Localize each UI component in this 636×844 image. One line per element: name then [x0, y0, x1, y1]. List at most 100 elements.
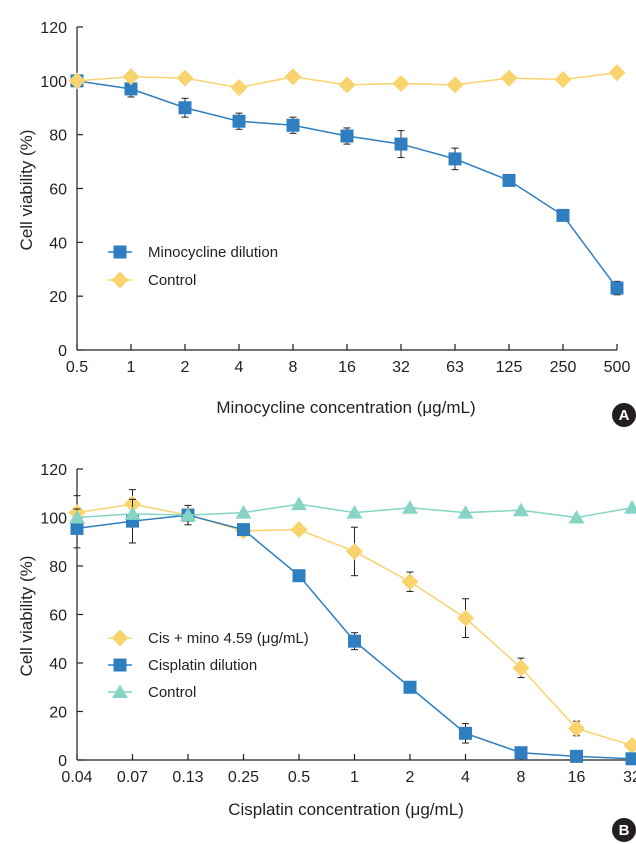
panel-a-x-tick-label: 4 [235, 359, 244, 376]
panel-b-data-point [291, 496, 307, 511]
panel-b-y-tick-label: 80 [49, 559, 67, 576]
panel-b-data-point [348, 634, 361, 648]
panel-b-x-tick-label: 8 [517, 769, 526, 786]
panel-b-data-point [124, 506, 141, 520]
panel-b-series-3 [69, 496, 636, 524]
panel-a-x-tick-label: 250 [550, 359, 577, 376]
panel-b-data-point [512, 659, 530, 677]
panel-b-data-point [180, 507, 196, 522]
panel-b-y-tick-label: 120 [40, 462, 67, 479]
panel-a-x-tick-label: 8 [289, 359, 298, 376]
panel-a-y-tick-label: 40 [49, 235, 67, 252]
panel-a-data-point [124, 82, 138, 96]
panel-a-x-axis-label: Minocycline concentration (μg/mL) [216, 398, 475, 417]
panel-a-x-tick-label: 1 [127, 359, 136, 376]
panel-a-data-point [392, 75, 410, 93]
panel-a-badge: A [612, 403, 636, 427]
panel-b-data-point [459, 726, 472, 740]
panel-b-legend-label: Control [148, 684, 196, 701]
panel-a-letter: A [619, 407, 630, 424]
panel-b-x-tick-label: 0.13 [172, 769, 203, 786]
panel-b-series-1 [68, 489, 636, 754]
panel-a-data-point [394, 137, 408, 151]
panel-b-chart: Cell viability (%) Cisplatin concentrati… [17, 462, 636, 842]
panel-b-x-tick-label: 32 [623, 769, 636, 786]
panel-b-x-tick-label: 1 [350, 769, 359, 786]
panel-a-y-tick-label: 100 [40, 74, 67, 91]
panel-b-x-tick-label: 2 [406, 769, 415, 786]
panel-b-y-tick-label: 60 [49, 608, 67, 625]
panel-a-badge-circle [612, 403, 636, 427]
panel-b-data-point [290, 521, 308, 539]
panel-a-y-tick-label: 60 [49, 182, 67, 199]
panel-b-legend-label: Cis + mino 4.59 (μg/mL) [148, 630, 309, 647]
panel-b-legend-marker [112, 684, 128, 698]
panel-b-x-axis-label: Cisplatin concentration (μg/mL) [228, 800, 464, 819]
panel-b-legend: Cis + mino 4.59 (μg/mL) Cisplatin dilutio… [108, 629, 309, 701]
panel-b-legend-marker [111, 629, 129, 647]
panel-b-data-point [235, 505, 252, 519]
panel-a-x-tick-label: 500 [604, 359, 631, 376]
panel-b-data-point [70, 521, 84, 535]
panel-b-data-point [346, 542, 363, 560]
panel-b-letter: B [619, 822, 630, 839]
panel-a-chart: Cell viability (%) Minocycline concentra… [17, 20, 636, 427]
panel-b-x-tick-label: 0.5 [288, 769, 310, 786]
panel-b-x-tick-label: 16 [568, 769, 586, 786]
panel-a-x-tick-label: 0.5 [66, 359, 88, 376]
panel-b-data-point [625, 752, 636, 766]
panel-a-data-point [340, 129, 354, 143]
panel-a-data-point [122, 68, 140, 86]
panel-b-data-point [513, 502, 529, 517]
panel-b-series-2 [70, 498, 636, 766]
panel-a-data-point [610, 281, 624, 295]
panel-a-data-point [608, 64, 626, 82]
panel-a-data-point [68, 72, 86, 90]
panel-a-data-point [554, 70, 572, 88]
panel-b-x-tick-label: 0.25 [228, 769, 259, 786]
panel-b-data-point [568, 719, 585, 737]
panel-b-y-tick-label: 40 [49, 656, 67, 673]
panel-a-data-point [448, 152, 462, 166]
panel-a-y-axis-label: Cell viability (%) [17, 130, 36, 251]
panel-b-x-tick-label: 0.04 [61, 769, 92, 786]
panel-a-y-tick-label: 120 [40, 20, 67, 37]
panel-a-x-tick-label: 63 [446, 359, 464, 376]
panel-a-data-point [232, 114, 246, 128]
panel-b-badge: B [612, 818, 636, 842]
panel-a-data-point [284, 68, 302, 86]
panel-a-y-tick-label: 80 [49, 128, 67, 145]
panel-b-x-tick-label: 0.07 [117, 769, 148, 786]
panel-b-y-tick-label: 20 [49, 705, 67, 722]
panel-b-x-tick-label: 4 [461, 769, 470, 786]
panel-b-data-point [69, 510, 85, 524]
panel-a-x-tick-label: 2 [181, 359, 190, 376]
panel-b-data-point [401, 573, 419, 591]
panel-b-y-axis-label: Cell viability (%) [17, 556, 36, 677]
panel-a-x-tick-label: 32 [392, 359, 410, 376]
panel-a-x-tick-label: 16 [338, 359, 356, 376]
panel-b-data-point [623, 736, 636, 754]
panel-b-data-point [457, 609, 474, 627]
panel-a-y-tick-label: 0 [58, 343, 67, 360]
panel-b-legend-marker [113, 658, 127, 672]
panel-a-data-point [338, 76, 356, 94]
panel-a-data-point [178, 101, 192, 115]
panel-b-data-point [402, 500, 418, 514]
panel-a-data-point [500, 69, 518, 87]
panel-b-data-point [514, 746, 528, 760]
panel-b-data-point [292, 569, 306, 583]
panel-a-y-tick-label: 20 [49, 289, 67, 306]
panel-b-legend-label: Cisplatin dilution [148, 657, 257, 674]
panel-b-data-point [624, 500, 636, 514]
panel-b-y-tick-label: 100 [40, 511, 67, 528]
panel-b-data-point [457, 505, 474, 519]
panel-a-legend-marker [111, 271, 129, 289]
panel-a-data-point [286, 118, 300, 132]
panel-b-data-point [403, 680, 417, 694]
panel-a-legend: Minocycline dilution Control [108, 244, 278, 289]
panel-a-data-point [556, 208, 570, 222]
panel-a-x-tick-label: 125 [496, 359, 523, 376]
panel-a-data-point [176, 69, 194, 87]
